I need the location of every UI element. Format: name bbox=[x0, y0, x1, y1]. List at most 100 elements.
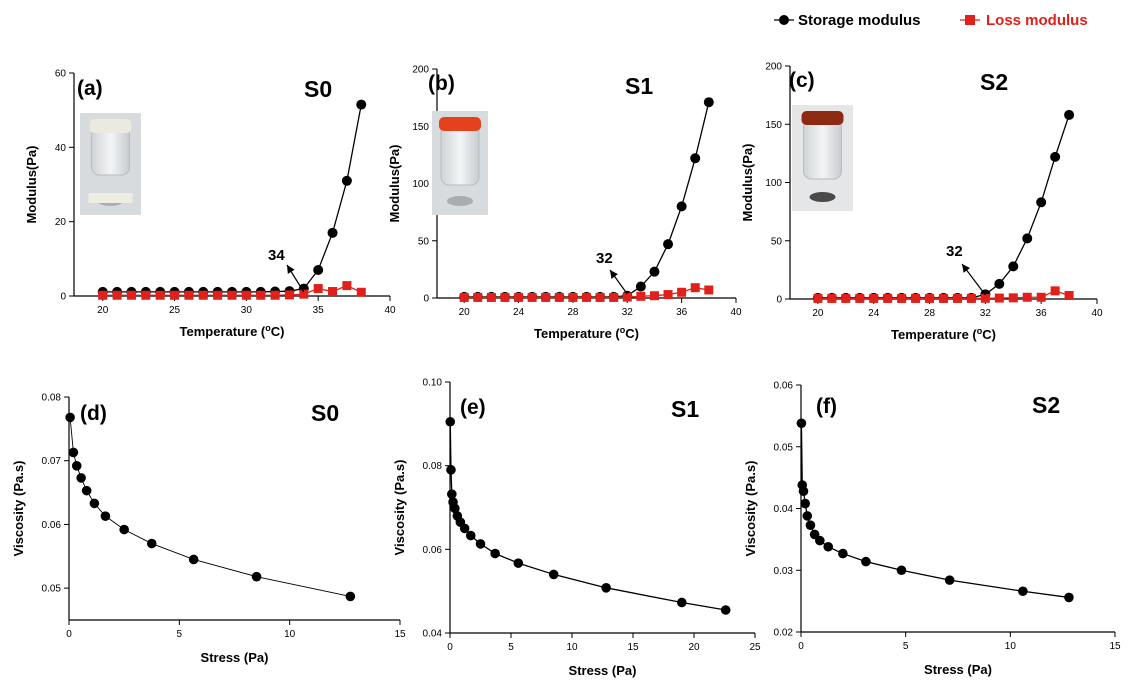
viscosity-point bbox=[802, 511, 813, 521]
loss-modulus-point bbox=[459, 292, 469, 302]
vial-photo-inset bbox=[792, 105, 853, 211]
y-axis-title: Modulus(Pa) bbox=[387, 145, 402, 223]
y-tick-label: 0.05 bbox=[42, 584, 62, 595]
y-tick-label: 0.04 bbox=[774, 504, 794, 515]
loss-modulus-point bbox=[869, 293, 879, 303]
loss-modulus-point bbox=[980, 293, 990, 303]
viscosity-point bbox=[944, 575, 955, 585]
y-tick-label: 100 bbox=[412, 179, 429, 190]
legend: Storage modulus Loss modulus bbox=[774, 12, 1088, 29]
viscosity-point bbox=[450, 503, 460, 514]
panel-title: S0 bbox=[311, 400, 339, 426]
viscosity-point bbox=[513, 558, 524, 568]
loss-modulus-point bbox=[514, 292, 524, 302]
y-tick-label: 50 bbox=[418, 236, 430, 247]
loss-modulus-point bbox=[952, 293, 962, 303]
viscosity-point bbox=[446, 465, 456, 475]
legend-storage-marker bbox=[779, 15, 789, 25]
viscosity-point bbox=[475, 539, 486, 549]
panel-label: (c) bbox=[789, 69, 815, 92]
legend-loss-label: Loss modulus bbox=[986, 12, 1088, 29]
viscosity-point bbox=[805, 520, 816, 530]
panel-d-viscosity-s0: 0 5 10 15 0.05 0.06 0.07 0.08 Stress (Pa) Viscosi… bbox=[11, 393, 406, 666]
panel-b-modulus-s1: 20 24 28 32 36 40 0 50 100 150 200 Temperature (oC)… bbox=[387, 65, 742, 342]
panel-label: (a) bbox=[77, 77, 103, 100]
vial-body bbox=[803, 118, 842, 180]
loss-modulus-point bbox=[541, 292, 551, 302]
legend-storage-label: Storage modulus bbox=[798, 12, 921, 29]
panel-e-viscosity-s1: 0 5 10 15 20 25 0.04 0.06 0.08 0.10 Stress (Pa) Vis… bbox=[392, 378, 761, 679]
viscosity-point bbox=[838, 548, 848, 559]
loss-modulus-point bbox=[622, 292, 632, 302]
storage-modulus-line bbox=[817, 114, 1070, 299]
viscosity-point bbox=[146, 538, 157, 549]
y-tick-label: 60 bbox=[55, 69, 67, 80]
viscosity-point bbox=[800, 498, 810, 509]
loss-modulus-point bbox=[813, 293, 823, 303]
loss-modulus-point bbox=[1050, 286, 1060, 296]
viscosity-point bbox=[490, 548, 500, 559]
loss-modulus-point bbox=[473, 292, 483, 302]
y-tick-label: 0.10 bbox=[423, 378, 443, 389]
panel-label: (e) bbox=[460, 396, 486, 419]
panel-label: (b) bbox=[428, 72, 455, 95]
x-tick-label: 36 bbox=[1036, 308, 1048, 319]
viscosity-point bbox=[465, 530, 476, 541]
loss-modulus-point bbox=[98, 290, 108, 300]
viscosity-point bbox=[1018, 586, 1028, 597]
loss-modulus-point bbox=[198, 290, 208, 300]
x-tick-label: 35 bbox=[313, 305, 325, 316]
x-axis-title: Stress (Pa) bbox=[569, 663, 637, 678]
panel-a-modulus-s0: 20 25 30 35 40 0 20 40 60 Temperature (oC) Modulus… bbox=[24, 69, 396, 340]
x-tick-label: 20 bbox=[812, 308, 824, 319]
viscosity-point bbox=[345, 591, 356, 602]
loss-modulus-point bbox=[141, 290, 151, 300]
loss-modulus-point bbox=[925, 293, 935, 303]
x-tick-label: 15 bbox=[627, 642, 639, 653]
storage-modulus-point bbox=[356, 99, 367, 110]
x-tick-label: 0 bbox=[798, 641, 804, 652]
viscosity-point bbox=[89, 498, 100, 509]
viscosity-point bbox=[119, 524, 129, 535]
x-tick-label: 40 bbox=[1091, 308, 1103, 319]
onset-annotation-arrow-head bbox=[962, 264, 971, 273]
y-tick-label: 0.03 bbox=[774, 566, 794, 577]
storage-modulus-point bbox=[994, 278, 1005, 289]
vial-base bbox=[447, 196, 473, 206]
y-tick-label: 150 bbox=[412, 122, 429, 133]
x-tick-label: 15 bbox=[1109, 641, 1121, 652]
onset-annotation-label: 34 bbox=[268, 247, 285, 264]
viscosity-point bbox=[815, 535, 825, 546]
panel-label: (f) bbox=[816, 395, 837, 418]
x-axis-title: Temperature (oC) bbox=[891, 326, 996, 342]
y-tick-label: 0.04 bbox=[423, 629, 443, 640]
storage-modulus-line bbox=[464, 102, 710, 298]
x-tick-label: 40 bbox=[730, 307, 742, 318]
viscosity-point bbox=[459, 523, 470, 534]
onset-annotation-label: 32 bbox=[596, 250, 613, 267]
loss-modulus-point bbox=[855, 293, 865, 303]
loss-modulus-point bbox=[883, 293, 893, 303]
y-tick-label: 0.02 bbox=[774, 628, 794, 639]
x-tick-label: 24 bbox=[513, 307, 525, 318]
viscosity-point bbox=[81, 485, 92, 496]
viscosity-point bbox=[68, 447, 79, 458]
storage-modulus-point bbox=[341, 175, 352, 186]
vial-body bbox=[91, 126, 130, 176]
vial-body bbox=[440, 124, 480, 186]
x-tick-label: 10 bbox=[566, 642, 578, 653]
y-tick-label: 0.07 bbox=[42, 456, 62, 467]
loss-modulus-point bbox=[270, 290, 280, 300]
loss-modulus-point bbox=[568, 292, 578, 302]
loss-modulus-point bbox=[184, 290, 194, 300]
loss-modulus-point bbox=[582, 292, 591, 302]
loss-modulus-point bbox=[227, 290, 237, 300]
y-axis-title: Modulus(Pa) bbox=[740, 144, 755, 222]
onset-annotation-label: 32 bbox=[946, 243, 963, 260]
loss-modulus-point bbox=[663, 290, 673, 300]
panel-c-modulus-s2: 20 24 28 32 36 40 0 50 100 150 200 Temperature (oC)… bbox=[740, 62, 1103, 343]
panel-title: S0 bbox=[304, 76, 332, 102]
vial-base bbox=[809, 192, 836, 202]
loss-modulus-point bbox=[284, 290, 294, 300]
storage-modulus-point bbox=[649, 266, 660, 277]
